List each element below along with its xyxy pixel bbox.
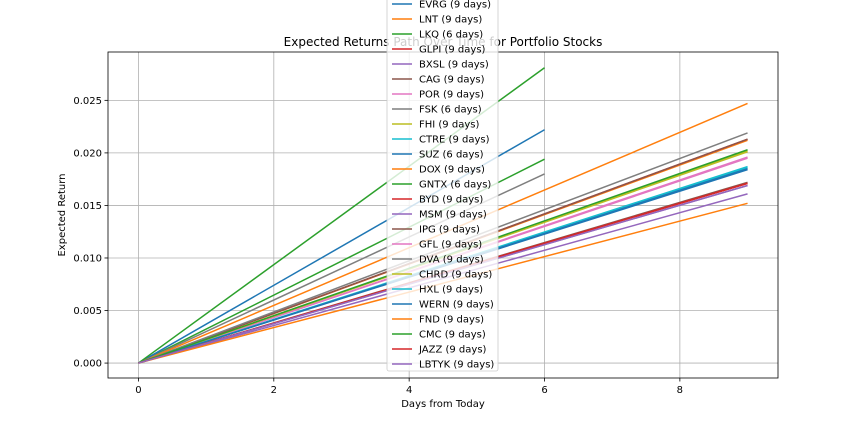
legend-entry: BXSL (9 days) <box>419 60 489 71</box>
x-axis-title: Days from Today <box>401 399 485 410</box>
y-tick-label: 0.000 <box>73 359 102 370</box>
legend-entry: CAG (9 days) <box>419 75 485 86</box>
legend-entry: FND (9 days) <box>419 315 484 326</box>
legend-entry: POR (9 days) <box>419 90 484 101</box>
legend-entry: FHI (9 days) <box>419 120 479 131</box>
legend-entry: JAZZ (9 days) <box>418 345 487 356</box>
x-axis-ticks: 0 2 4 6 8 <box>135 378 683 396</box>
x-tick-label: 6 <box>541 385 547 396</box>
legend-entry: CMC (9 days) <box>419 330 486 341</box>
y-axis-title: Expected Return <box>57 173 68 256</box>
y-tick-label: 0.020 <box>73 148 102 159</box>
legend-entry: DOX (9 days) <box>419 165 485 176</box>
x-tick-label: 8 <box>677 385 683 396</box>
x-tick-label: 0 <box>135 385 141 396</box>
legend-entry: SUZ (6 days) <box>419 150 484 161</box>
legend-entry: GFL (9 days) <box>419 240 482 251</box>
legend: EVRG (9 days) LNT (9 days) LKQ (6 days) GLP… <box>386 0 499 372</box>
legend-entry: GNTX (6 days) <box>419 180 491 191</box>
y-tick-label: 0.015 <box>73 201 102 212</box>
legend-entry: LKQ (6 days) <box>419 30 483 41</box>
legend-entry: WERN (9 days) <box>419 300 494 311</box>
legend-box <box>386 0 499 372</box>
legend-entry: MSM (9 days) <box>419 210 487 221</box>
legend-entry: CHRD (9 days) <box>419 270 492 281</box>
legend-entry: HXL (9 days) <box>419 285 483 296</box>
legend-entry: DVA (9 days) <box>419 255 484 266</box>
x-tick-label: 4 <box>406 385 412 396</box>
y-axis-ticks: 0.000 0.005 0.010 0.015 0.020 0.025 <box>73 96 108 370</box>
y-tick-label: 0.005 <box>73 306 102 317</box>
legend-entry: LBTYK (9 days) <box>419 360 494 371</box>
legend-entry: LNT (9 days) <box>419 15 482 26</box>
legend-entry: FSK (6 days) <box>419 105 482 116</box>
x-tick-label: 2 <box>271 385 277 396</box>
legend-entry: EVRG (9 days) <box>419 0 491 11</box>
legend-entry: CTRE (9 days) <box>419 135 490 146</box>
legend-entry: BYD (9 days) <box>419 195 483 206</box>
legend-entry: GLPI (9 days) <box>419 45 486 56</box>
y-tick-label: 0.025 <box>73 96 102 107</box>
legend-entry: IPG (9 days) <box>419 225 480 236</box>
y-tick-label: 0.010 <box>73 253 102 264</box>
